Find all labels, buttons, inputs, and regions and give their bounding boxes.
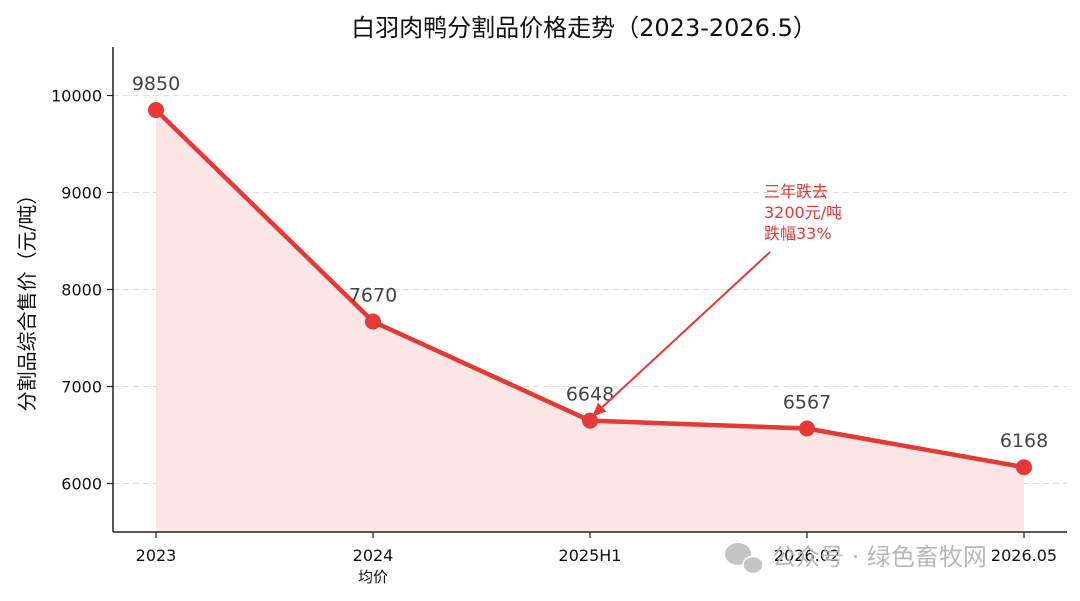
data-point-2025H1 [582, 412, 598, 429]
x-tick-label: 2026.05 [991, 546, 1057, 565]
area-under-line [156, 110, 1024, 533]
annotation-text: 3200元/吨 [764, 203, 842, 222]
y-axis-label: 分割品综合售价（元/吨） [15, 185, 39, 412]
y-tick-label: 10000 [51, 87, 102, 106]
data-point-2026.05 [1016, 459, 1032, 476]
data-points [148, 102, 1032, 476]
annotation-arrow-head [592, 402, 607, 417]
y-ticks: 6000 7000 8000 9000 10000 [51, 87, 113, 494]
data-label: 6168 [1000, 430, 1048, 452]
x-tick-label: 2024 [353, 546, 394, 565]
watermark: 公众号 · 绿色畜牧网 [725, 543, 987, 575]
x-tick-label: 2023 [136, 546, 177, 565]
y-tick-label: 8000 [61, 281, 102, 300]
watermark-text: 公众号 · 绿色畜牧网 [772, 543, 987, 571]
annotation-arrow-shaft [601, 251, 771, 408]
y-tick-label: 9000 [61, 184, 102, 203]
x-ticks: 2023 2024 均价 2025H1 2026.02 2026.05 [136, 532, 1057, 586]
data-label: 6567 [783, 392, 831, 414]
wechat-bubble-small [742, 555, 764, 575]
data-label: 6648 [566, 384, 614, 406]
annotation-text: 跌幅33% [764, 224, 832, 243]
data-point-2024 [365, 313, 381, 330]
x-tick-label: 2026.02 [774, 546, 840, 565]
data-point-2026.02 [799, 420, 815, 437]
chart-title: 白羽肉鸭分割品价格走势（2023-2026.5） [351, 14, 817, 42]
y-tick-label: 7000 [61, 378, 102, 397]
wechat-icon [725, 543, 764, 575]
x-tick-sublabel: 均价 [358, 568, 388, 586]
x-tick-label: 2025H1 [559, 546, 622, 565]
data-labels: 9850 7670 6648 6567 6168 [132, 73, 1048, 452]
data-point-2023 [148, 102, 164, 119]
data-label: 9850 [132, 73, 180, 95]
area-fill [156, 110, 1024, 533]
data-label: 7670 [349, 285, 397, 307]
annotation-text: 三年跌去 [764, 182, 828, 201]
y-tick-label: 6000 [61, 475, 102, 494]
